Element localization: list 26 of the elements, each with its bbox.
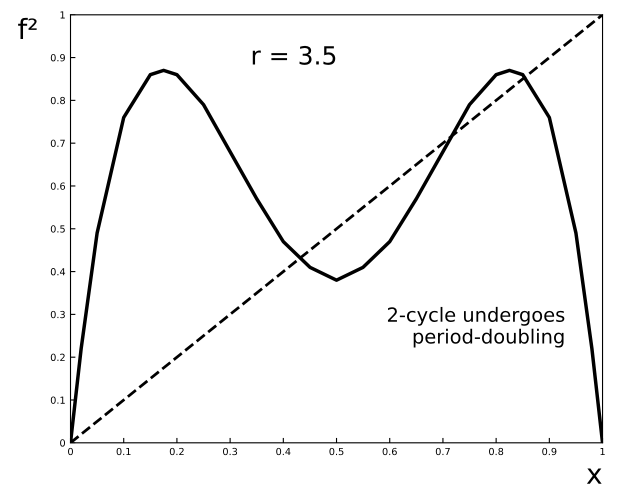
y-tick-label: 0.3: [50, 310, 65, 318]
y-tick-label: 0.2: [50, 354, 65, 362]
x-tick-label: 0.7: [436, 448, 450, 456]
x-axis-title: x: [586, 468, 602, 484]
y-tick-label: 0.5: [50, 225, 65, 233]
y-tick-label: 0.9: [50, 54, 65, 62]
x-tick-label: 0.1: [116, 448, 131, 456]
y-tick-label: 0.4: [50, 268, 66, 276]
x-tick-label: 0: [68, 448, 73, 456]
y-tick-label: 0.7: [50, 140, 65, 148]
x-tick-label: 0.6: [382, 448, 397, 456]
y-tick-label: 0.6: [50, 182, 66, 190]
x-tick-label: 0.5: [329, 448, 344, 456]
x-tick-label: 0.8: [489, 448, 504, 456]
x-tick-label: 1: [600, 448, 605, 456]
x-tick-label: 0.3: [223, 448, 238, 456]
y-tick-label: 1: [60, 11, 65, 18]
annotation: 2-cycle undergoes period-doubling: [388, 306, 564, 348]
x-tick-label: 0.2: [170, 448, 184, 456]
x-tick-label: 0.9: [542, 448, 556, 456]
y-tick-label: 0.1: [50, 396, 65, 404]
y-axis-title: f²: [18, 18, 37, 39]
y-tick-label: 0.8: [50, 96, 65, 104]
annotation: r = 3.5: [252, 46, 336, 65]
y-tick-label: 0: [60, 439, 66, 447]
x-tick-label: 0.4: [276, 448, 291, 456]
